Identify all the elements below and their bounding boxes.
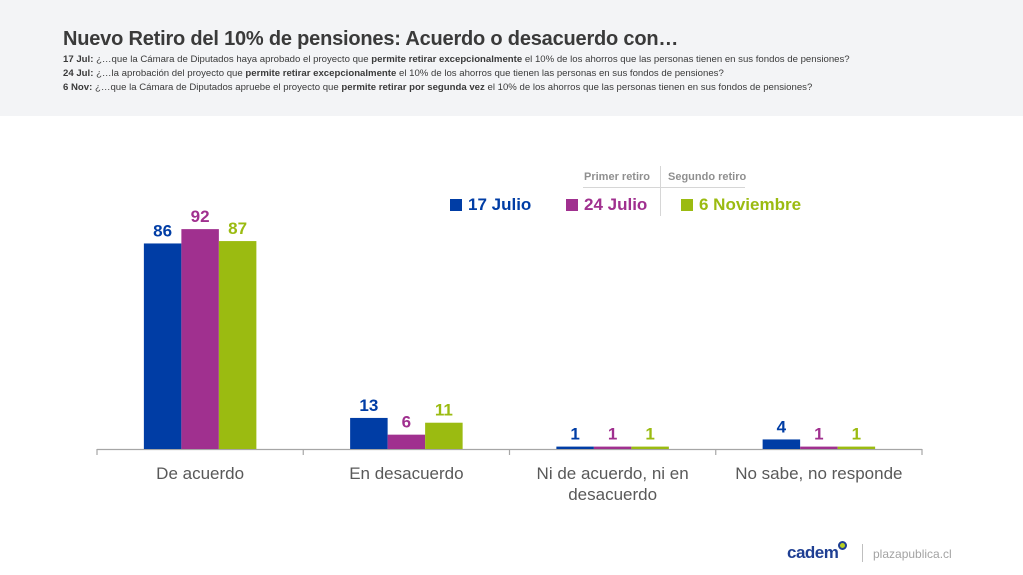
category-label-line: No sabe, no responde <box>735 464 903 483</box>
question-text: el 10% de los ahorros que las personas t… <box>484 82 813 93</box>
question-text: ¿…que la Cámara de Diputados apruebe el … <box>92 82 342 93</box>
question-text: el 10% de los ahorros que las personas t… <box>522 54 850 65</box>
question-tag: 24 Jul: <box>63 68 94 79</box>
data-label: 86 <box>153 221 172 240</box>
category-label: En desacuerdo <box>304 463 509 484</box>
bar <box>837 446 876 449</box>
category-label-line: De acuerdo <box>156 464 245 483</box>
bar <box>181 229 219 449</box>
legend-swatch <box>681 199 693 211</box>
bar <box>387 434 426 449</box>
legend-label: 24 Julio <box>584 195 648 214</box>
legend-item-6-noviembre: 6 Noviembre <box>681 195 801 215</box>
footer-site: plazapublica.cl <box>873 547 952 561</box>
legend-divider-horizontal <box>583 187 745 188</box>
legend-group-second: Segundo retiro <box>668 171 747 183</box>
legend-swatch <box>450 199 462 211</box>
data-label: 1 <box>814 425 823 444</box>
data-label: 6 <box>402 413 411 432</box>
bar <box>800 446 838 449</box>
question-text: ¿…que la Cámara de Diputados haya aproba… <box>93 54 372 65</box>
legend-item-17-julio: 17 Julio <box>450 195 531 215</box>
question-bold: permite retirar excepcionalmente <box>371 54 523 65</box>
header-band: Nuevo Retiro del 10% de pensiones: Acuer… <box>0 0 1023 116</box>
data-label: 87 <box>228 219 247 238</box>
question-bold: permite retirar por segunda vez <box>341 82 485 93</box>
category-label-line: desacuerdo <box>568 485 658 504</box>
data-label: 11 <box>435 401 453 420</box>
category-label-line: En desacuerdo <box>349 464 464 483</box>
category-label: No sabe, no responde <box>716 463 921 484</box>
data-label: 1 <box>608 425 617 444</box>
chart-title: Nuevo Retiro del 10% de pensiones: Acuer… <box>63 28 679 50</box>
legend-label: 6 Noviembre <box>699 195 802 214</box>
cadem-logo: cadem <box>787 543 839 562</box>
question-tag: 17 Jul: <box>63 54 94 65</box>
cadem-logo-dot-icon <box>838 541 847 550</box>
data-label: 4 <box>777 417 787 436</box>
legend-label: 17 Julio <box>468 195 532 214</box>
bar <box>593 446 632 449</box>
category-label: De acuerdo <box>98 463 303 484</box>
bar <box>143 243 182 449</box>
legend-item-24-julio: 24 Julio <box>566 195 647 215</box>
question-24-jul: 24 Jul: ¿…la aprobación del proyecto que… <box>63 68 724 79</box>
data-label: 1 <box>645 425 654 444</box>
category-label-line: Ni de acuerdo, ni en <box>536 464 689 483</box>
category-label: Ni de acuerdo, ni en desacuerdo <box>510 463 715 505</box>
question-text: ¿…la aprobación del proyecto que <box>93 68 246 79</box>
bar <box>350 417 388 449</box>
data-label: 1 <box>570 425 579 444</box>
bar <box>762 439 801 449</box>
question-text: el 10% de los ahorros que tienen las per… <box>396 68 724 79</box>
data-label: 1 <box>852 425 861 444</box>
data-label: 13 <box>359 396 378 415</box>
question-6-nov: 6 Nov: ¿…que la Cámara de Diputados apru… <box>63 82 812 93</box>
footer-divider <box>862 544 863 562</box>
question-17-jul: 17 Jul: ¿…que la Cámara de Diputados hay… <box>63 54 850 65</box>
legend-group-first: Primer retiro <box>584 171 651 183</box>
legend-divider-vertical <box>660 166 661 216</box>
question-bold: permite retirar excepcionalmente <box>245 68 397 79</box>
bar <box>218 241 257 449</box>
legend-swatch <box>566 199 578 211</box>
bar <box>556 446 594 449</box>
bar <box>425 422 463 449</box>
data-label: 92 <box>191 207 210 226</box>
bar <box>631 446 669 449</box>
question-tag: 6 Nov: <box>63 82 93 93</box>
